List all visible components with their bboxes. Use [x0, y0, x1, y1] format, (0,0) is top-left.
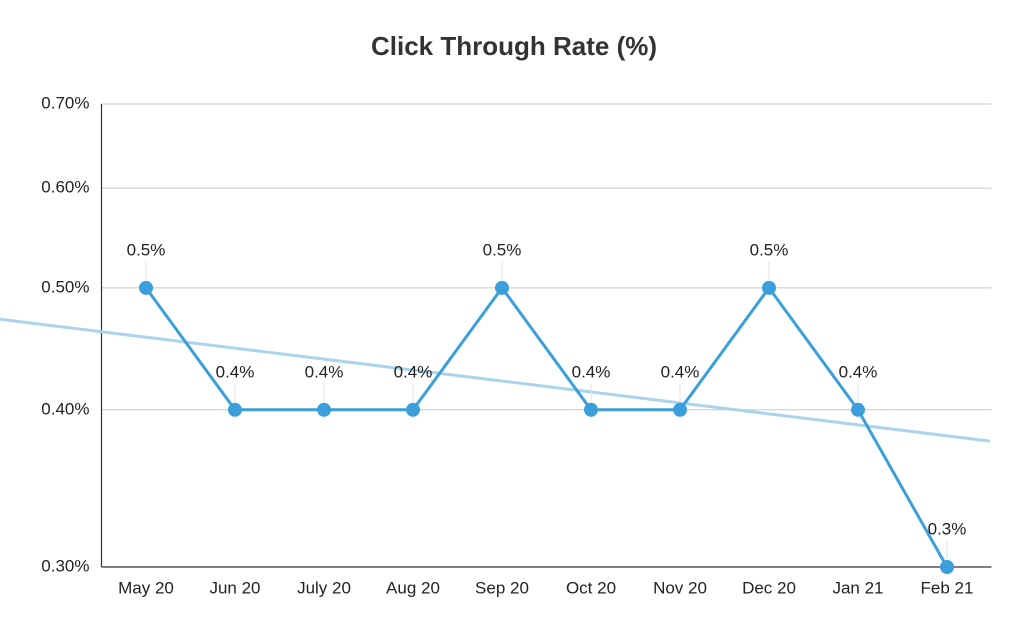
x-tick-label: Sep 20 [475, 578, 529, 597]
data-point [851, 402, 865, 417]
data-point [584, 402, 598, 417]
x-tick-label: Aug 20 [386, 578, 440, 597]
x-tick-label: Nov 20 [653, 578, 707, 597]
y-tick-label: 0.70% [41, 93, 89, 112]
data-point [940, 560, 954, 574]
y-tick-label: 0.50% [41, 277, 89, 296]
data-label: 0.4% [839, 362, 878, 381]
data-label: 0.5% [127, 240, 166, 259]
x-tick-label: Oct 20 [566, 578, 616, 597]
trend-line [0, 317, 991, 443]
data-label: 0.4% [661, 362, 700, 381]
data-label: 0.4% [305, 362, 344, 381]
data-point [673, 402, 687, 417]
x-tick-label: May 20 [118, 578, 174, 597]
y-tick-label: 0.60% [41, 178, 89, 197]
data-point [228, 402, 242, 417]
y-tick-label: 0.30% [41, 556, 89, 575]
data-label: 0.4% [394, 362, 433, 381]
data-label: 0.4% [572, 362, 611, 381]
chart-title: Click Through Rate (%) [371, 31, 657, 61]
data-point [317, 402, 331, 417]
data-label: 0.5% [750, 240, 789, 259]
x-tick-label: July 20 [297, 578, 351, 597]
x-tick-label: Feb 21 [921, 578, 974, 597]
data-point [406, 402, 420, 417]
data-point [762, 280, 776, 295]
data-point [495, 280, 509, 295]
x-tick-label: Jan 21 [832, 578, 883, 597]
x-tick-label: Dec 20 [742, 578, 796, 597]
x-tick-label: Jun 20 [209, 578, 260, 597]
data-label: 0.3% [928, 519, 967, 538]
data-label: 0.5% [483, 240, 522, 259]
data-point [139, 280, 153, 295]
series-line [144, 285, 949, 568]
data-label: 0.4% [216, 362, 255, 381]
y-tick-label: 0.40% [41, 399, 89, 418]
